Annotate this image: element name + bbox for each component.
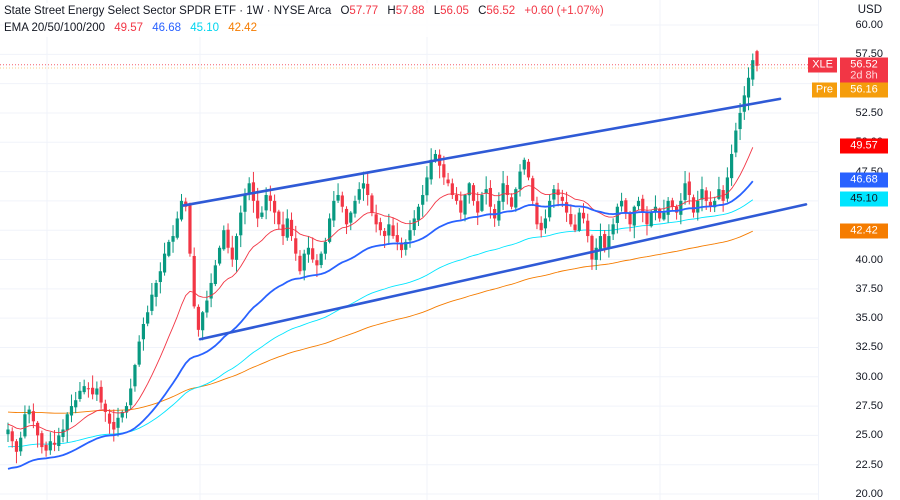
price-axis-tick: 32.50 [855,341,883,354]
open-label: O [340,5,350,17]
ema-200-line [7,230,753,414]
change-value: +0.60 (+1.07%) [524,5,604,17]
ema-50-line [7,180,754,470]
currency-label[interactable]: USD [857,4,882,16]
symbol-title[interactable]: State Street Energy Select Sector SPDR E… [4,5,237,17]
countdown-tag: 2d 8h [840,68,888,84]
chart-legend: State Street Energy Select Sector SPDR E… [4,3,610,37]
ema20-value: 49.57 [114,22,144,34]
price-lines [0,64,818,69]
close-label: C [478,5,487,17]
indicator-line[interactable]: EMA 20/50/100/200 49.57 46.68 45.10 42.4… [4,20,604,37]
close-value: 56.52 [486,5,516,17]
price-axis-tick: 25.00 [855,429,883,442]
symbol-tag: XLE [808,57,837,73]
price-axis-tick: 22.50 [855,458,883,471]
ema200-value: 42.42 [228,22,257,34]
price-axis-tick: 37.50 [855,282,883,295]
pre-market-price-tag: 56.16 [840,82,888,98]
chart-grid [0,0,818,500]
open-value: 57.77 [349,5,379,17]
low-label: L [433,5,441,17]
ema50-tag: 46.68 [840,172,888,188]
price-axis-tick: 60.00 [855,19,883,31]
high-label: H [387,5,396,17]
ema100-value: 45.10 [190,22,219,34]
interval-label[interactable]: 1W [246,5,264,17]
price-axis-tick: 20.00 [855,488,883,500]
ema-label[interactable]: EMA 20/50/100/200 [4,22,106,34]
ema20-tag: 49.57 [840,138,888,154]
high-value: 57.88 [395,5,425,17]
low-value: 56.05 [440,5,469,17]
exchange-label: NYSE Arca [273,5,332,17]
price-axis-tick: 27.50 [855,400,883,413]
ema200-tag: 42.42 [840,223,888,239]
symbol-info-line: State Street Energy Select Sector SPDR E… [4,5,604,17]
price-axis-tick: 40.00 [855,253,883,266]
ema50-value: 46.68 [152,22,181,34]
price-axis-border [818,0,819,500]
price-axis-tick: 57.50 [855,48,883,61]
channel-trendlines[interactable] [181,97,808,341]
price-axis-tick: 30.00 [855,370,883,383]
pre-market-tag-label: Pre [811,82,837,98]
ema100-tag: 45.10 [840,191,888,207]
ema-100-line [7,199,754,448]
price-axis-tick: 52.50 [855,106,883,119]
price-axis-tick: 35.00 [855,312,883,325]
